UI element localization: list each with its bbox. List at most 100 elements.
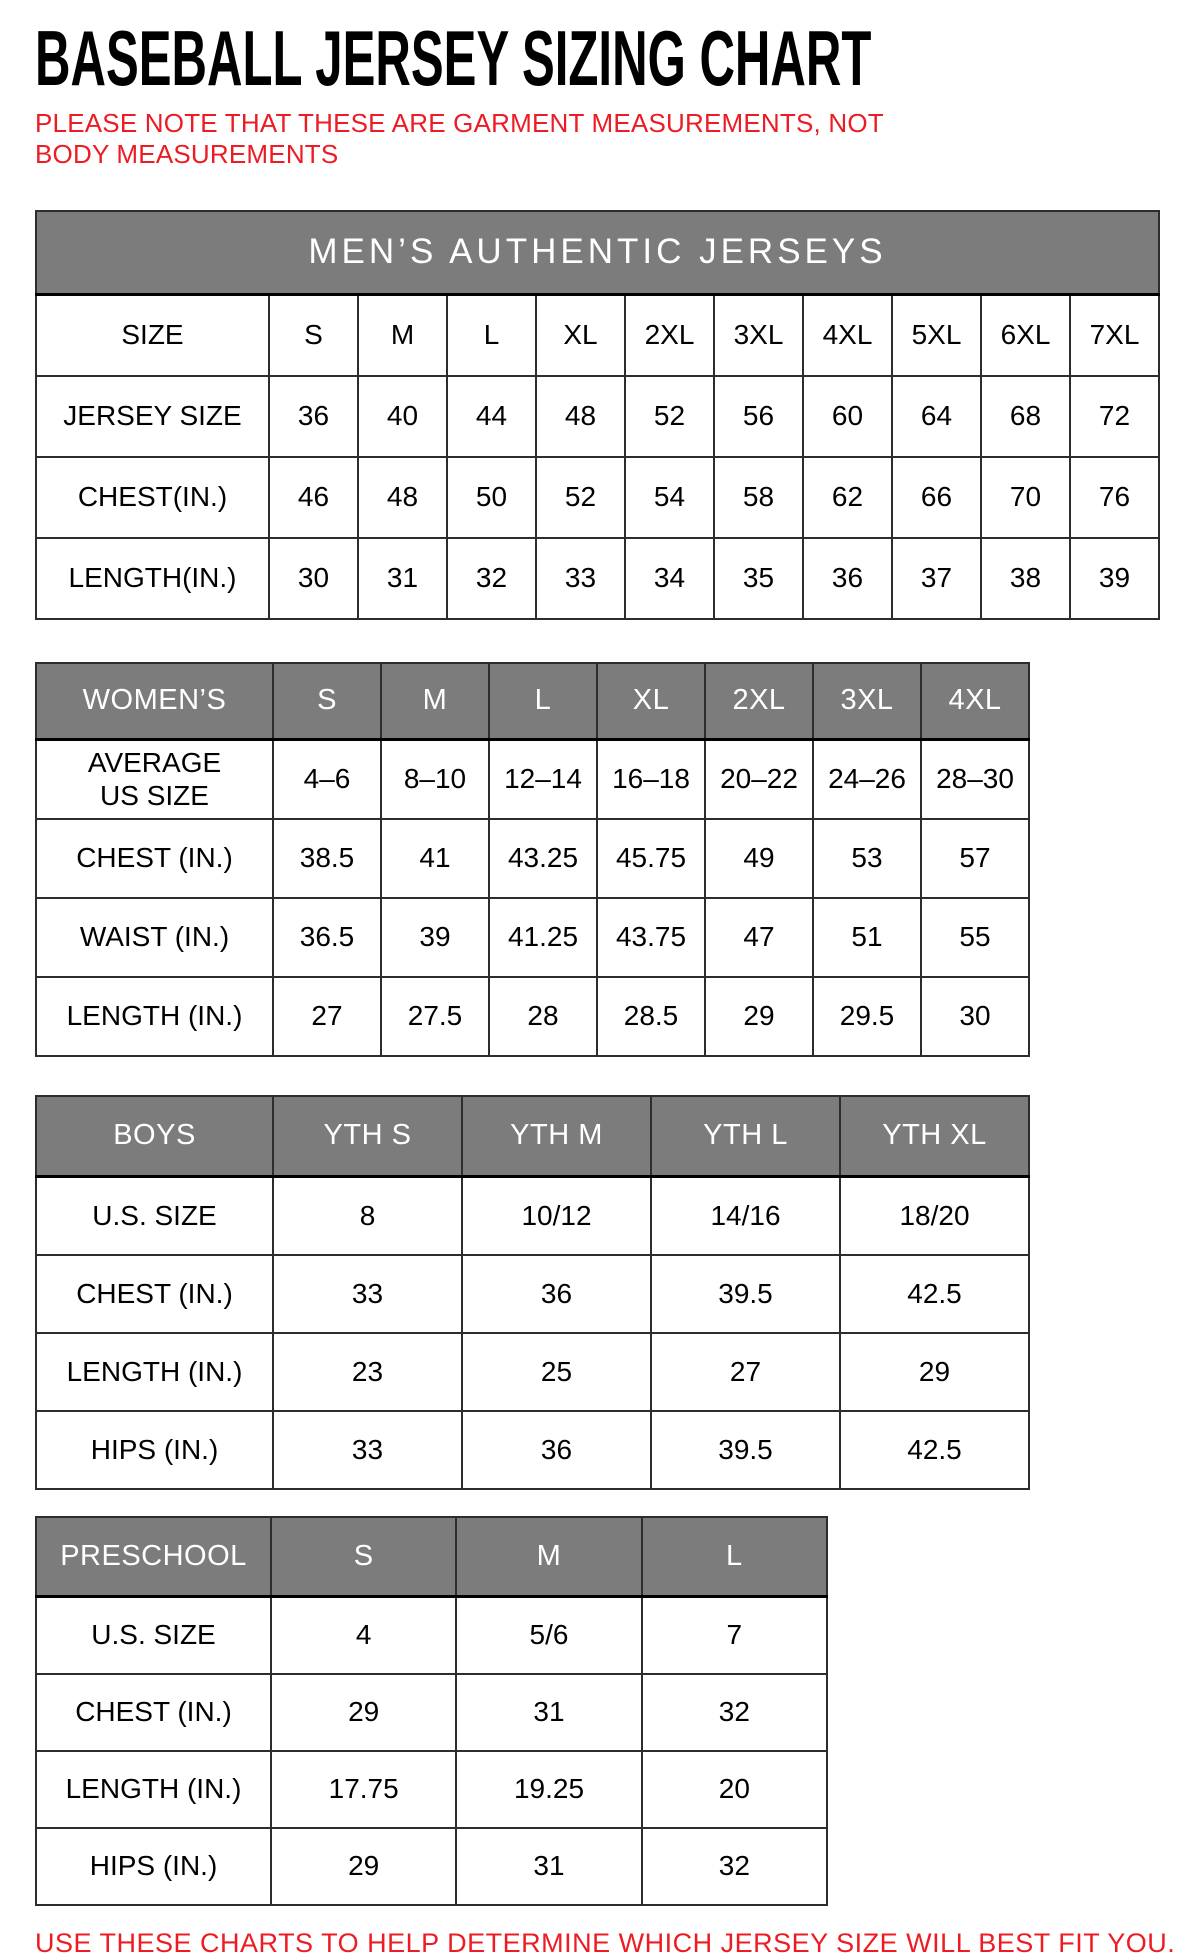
row-label: JERSEY SIZE [35,374,270,458]
boys-sizing-table: BOYS YTH S YTH M YTH L YTH XL U.S. SIZE 8 10/12… [35,1094,1030,1490]
size-column-header: YTH L [650,1094,841,1179]
value-cell: 68 [980,374,1071,458]
row-label: CHEST(IN.) [35,455,270,539]
row-label: CHEST (IN.) [35,1672,272,1752]
value-cell: 40 [357,374,448,458]
value-cell: 27.5 [380,975,490,1057]
value-cell: 8 [272,1175,463,1256]
table-row: U.S. SIZE 8 10/12 14/16 18/20 [35,1175,1030,1256]
value-cell: 39 [1069,536,1160,620]
size-column-header: YTH M [461,1094,652,1179]
value-cell: 54 [624,455,715,539]
value-cell: 30 [268,536,359,620]
value-cell: 56 [713,374,804,458]
value-cell: 57 [920,817,1030,899]
table-title: BOYS [35,1094,274,1179]
value-cell: 35 [713,536,804,620]
value-cell: 23 [272,1331,463,1412]
value-cell: 62 [802,455,893,539]
table-row: LENGTH (IN.) 23 25 27 29 [35,1331,1030,1412]
value-cell: 31 [455,1672,643,1752]
value-cell: 7XL [1069,293,1160,377]
value-cell: 42.5 [839,1409,1030,1490]
value-cell: 29 [269,1672,458,1752]
value-cell: 43.25 [488,817,598,899]
value-cell: XL [535,293,626,377]
row-label: LENGTH (IN.) [35,975,274,1057]
size-column-header: L [488,661,598,742]
table-header-row: PRESCHOOL S M L [35,1515,829,1599]
table-row: HIPS (IN.) 29 31 32 [35,1826,829,1906]
value-cell: 36 [461,1409,652,1490]
value-cell: 33 [272,1253,463,1334]
table-header-row: MEN’S AUTHENTIC JERSEYS [35,209,1160,297]
mens-sizing-table: MEN’S AUTHENTIC JERSEYS SIZE S M L XL 2XL 3XL 4X… [35,209,1160,620]
size-column-header: S [269,1515,458,1599]
row-label: U.S. SIZE [35,1175,274,1256]
value-cell: 45.75 [596,817,706,899]
value-cell: 37 [891,536,982,620]
value-cell: L [446,293,537,377]
value-cell: 30 [920,975,1030,1057]
row-label: LENGTH (IN.) [35,1331,274,1412]
value-cell: 5XL [891,293,982,377]
value-cell: 51 [812,896,922,978]
table-row: CHEST(IN.) 46 48 50 52 54 58 62 66 70 76 [35,455,1160,539]
size-column-header: M [380,661,490,742]
value-cell: 34 [624,536,715,620]
womens-sizing-table: WOMEN’S S M L XL 2XL 3XL 4XL AVERAGE US SIZE 4–6 8… [35,661,1030,1057]
table-row: AVERAGE US SIZE 4–6 8–10 12–14 16–18 20–22 24–… [35,738,1030,820]
table-row: HIPS (IN.) 33 36 39.5 42.5 [35,1409,1030,1490]
table-header-row: BOYS YTH S YTH M YTH L YTH XL [35,1094,1030,1179]
table-title: MEN’S AUTHENTIC JERSEYS [35,209,1160,297]
garment-measurement-note: PLEASE NOTE THAT THESE ARE GARMENT MEASU… [35,107,884,169]
value-cell: 3XL [713,293,804,377]
value-cell: 36 [461,1253,652,1334]
value-cell: 4 [269,1595,458,1675]
value-cell: 52 [535,455,626,539]
row-label: CHEST (IN.) [35,1253,274,1334]
size-column-header: YTH S [272,1094,463,1179]
value-cell: 27 [650,1331,841,1412]
value-cell: 19.25 [455,1749,643,1829]
value-cell: 64 [891,374,982,458]
value-cell: 32 [640,1672,829,1752]
value-cell: 48 [535,374,626,458]
value-cell: 29 [269,1826,458,1906]
row-label: WAIST (IN.) [35,896,274,978]
value-cell: 4–6 [272,738,382,820]
table-title: PRESCHOOL [35,1515,272,1599]
row-label: CHEST (IN.) [35,817,274,899]
table-row: LENGTH(IN.) 30 31 32 33 34 35 36 37 38 39 [35,536,1160,620]
value-cell: 32 [640,1826,829,1906]
table-title: WOMEN’S [35,661,274,742]
size-column-header: L [640,1515,829,1599]
table-header-row: WOMEN’S S M L XL 2XL 3XL 4XL [35,661,1030,742]
value-cell: 47 [704,896,814,978]
row-label: LENGTH (IN.) [35,1749,272,1829]
value-cell: 29 [704,975,814,1057]
value-cell: M [357,293,448,377]
size-column-header: YTH XL [839,1094,1030,1179]
value-cell: 41.25 [488,896,598,978]
value-cell: 10/12 [461,1175,652,1256]
value-cell: S [268,293,359,377]
value-cell: 29 [839,1331,1030,1412]
value-cell: 17.75 [269,1749,458,1829]
table-row: WAIST (IN.) 36.5 39 41.25 43.75 47 51 55 [35,896,1030,978]
value-cell: 46 [268,455,359,539]
page-title: BASEBALL JERSEY SIZING CHART [35,14,872,102]
value-cell: 36 [268,374,359,458]
value-cell: 16–18 [596,738,706,820]
value-cell: 38.5 [272,817,382,899]
size-column-header: 2XL [704,661,814,742]
value-cell: 42.5 [839,1253,1030,1334]
value-cell: 28 [488,975,598,1057]
value-cell: 44 [446,374,537,458]
fit-advice-footer: USE THESE CHARTS TO HELP DETERMINE WHICH… [35,1927,1176,1958]
value-cell: 50 [446,455,537,539]
value-cell: 38 [980,536,1071,620]
value-cell: 52 [624,374,715,458]
value-cell: 70 [980,455,1071,539]
value-cell: 8–10 [380,738,490,820]
